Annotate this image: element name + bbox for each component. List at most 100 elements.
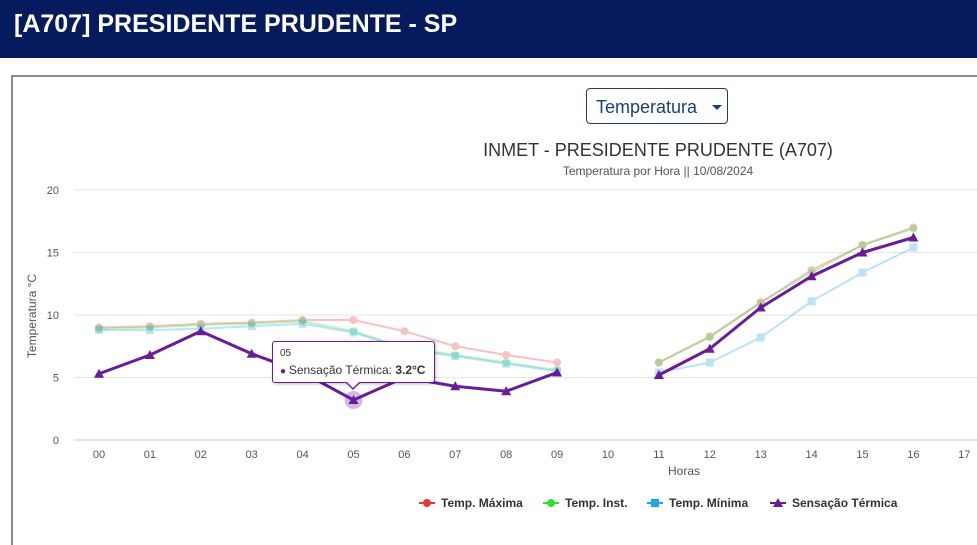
data-point (502, 358, 511, 367)
x-tick-label: 05 (347, 449, 359, 461)
series-3 (94, 232, 919, 409)
data-point (451, 352, 460, 361)
series-line (98, 329, 558, 402)
x-tick-label: 09 (551, 449, 563, 461)
tooltip-series: Sensação Térmica: (288, 363, 396, 377)
series-line (98, 319, 558, 364)
data-point (654, 358, 663, 367)
data-point (909, 223, 918, 232)
y-tick-label: 5 (53, 373, 59, 385)
chart-panel (11, 75, 977, 545)
x-tick-label: 10 (602, 449, 614, 461)
series-2 (95, 243, 918, 377)
y-tick-label: 10 (47, 310, 59, 322)
data-point (95, 323, 103, 332)
data-point (451, 342, 460, 351)
x-tick-label: 00 (93, 449, 105, 461)
chart-subtitle: Temperatura por Hora || 10/08/2024 (563, 164, 754, 178)
x-tick-label: 11 (653, 449, 664, 461)
legend-label: Temp. Inst. (565, 496, 627, 510)
data-point (145, 323, 154, 332)
data-point (756, 333, 765, 342)
series-1 (95, 224, 918, 374)
series-line (98, 320, 558, 371)
data-point (755, 302, 766, 312)
tooltip-arrow-icon (345, 381, 361, 390)
data-point (349, 316, 358, 324)
data-point (909, 224, 918, 233)
data-point (349, 327, 358, 336)
x-tick-label: 14 (805, 449, 817, 461)
data-point (807, 266, 816, 274)
data-point (298, 316, 307, 324)
x-tick-label: 17 (958, 449, 970, 461)
series-line (658, 227, 914, 364)
legend-marker-icon (423, 499, 431, 507)
data-point (196, 321, 205, 329)
variable-select[interactable]: Temperatura (586, 88, 728, 124)
data-point (806, 271, 817, 281)
x-tick-label: 12 (704, 449, 716, 461)
y-tick-label: 0 (53, 435, 59, 447)
data-point (858, 241, 867, 249)
series-line (99, 322, 558, 373)
y-tick-label: 15 (47, 248, 59, 260)
data-point (502, 351, 511, 359)
data-point (807, 297, 816, 306)
legend-item: Temp. Mínima (647, 496, 748, 510)
data-point (145, 322, 154, 331)
data-point (247, 318, 256, 327)
legend-label: Temp. Máxima (441, 496, 523, 510)
legend-label: Sensação Térmica (792, 496, 898, 510)
x-axis-label: Horas (668, 464, 700, 478)
data-point (501, 386, 512, 396)
legend-marker-icon (773, 498, 783, 507)
chart-title: INMET - PRESIDENTE PRUDENTE (A707) (483, 140, 833, 160)
data-point (450, 381, 461, 391)
data-point (653, 370, 664, 379)
data-point (95, 324, 103, 333)
x-tick-label: 13 (755, 449, 767, 461)
data-point (858, 241, 867, 249)
data-point (909, 243, 918, 252)
tooltip-line: ● Sensação Térmica: 3.2°C (280, 363, 425, 377)
legend-item: Sensação Térmica (770, 496, 898, 510)
data-point (247, 319, 256, 328)
x-tick-label: 02 (195, 449, 207, 461)
legend-marker-icon (651, 499, 659, 507)
x-tick-label: 03 (246, 449, 258, 461)
legend-item: Temp. Inst. (543, 496, 627, 510)
data-point (196, 319, 205, 328)
data-point (858, 268, 867, 277)
x-tick-label: 01 (144, 449, 156, 461)
data-point (144, 350, 155, 359)
series-line (658, 246, 914, 374)
y-tick-label: 20 (47, 185, 59, 197)
data-point (552, 367, 563, 377)
data-point (502, 359, 511, 368)
tooltip-value: 3.2°C (395, 363, 426, 377)
x-tick-label: 07 (449, 449, 461, 461)
temperature-chart: INMET - PRESIDENTE PRUDENTE (A707) Tempe… (25, 140, 977, 510)
chart-tooltip: 05 ● Sensação Térmica: 3.2°C (272, 341, 435, 390)
x-tick-label: 04 (296, 449, 308, 461)
series-line (658, 226, 914, 364)
data-point (348, 395, 359, 404)
data-point (704, 343, 715, 353)
station-title: [A707] PRESIDENTE PRUDENTE - SP (14, 10, 458, 38)
data-point (705, 358, 714, 367)
legend-item: Temp. Máxima (419, 496, 523, 510)
data-point (400, 327, 409, 336)
data-point (298, 319, 307, 328)
data-point (94, 368, 104, 378)
data-point (908, 232, 919, 242)
x-tick-label: 16 (907, 449, 919, 461)
tooltip-dot-icon: ● (280, 366, 289, 377)
tooltip-hour: 05 (280, 348, 292, 359)
caret-down-icon (712, 105, 722, 110)
variable-select-value: Temperatura (596, 97, 698, 117)
data-point (247, 322, 256, 331)
data-point (298, 317, 307, 326)
data-point (195, 326, 206, 336)
page-header: [A707] PRESIDENTE PRUDENTE - SP (0, 0, 977, 58)
